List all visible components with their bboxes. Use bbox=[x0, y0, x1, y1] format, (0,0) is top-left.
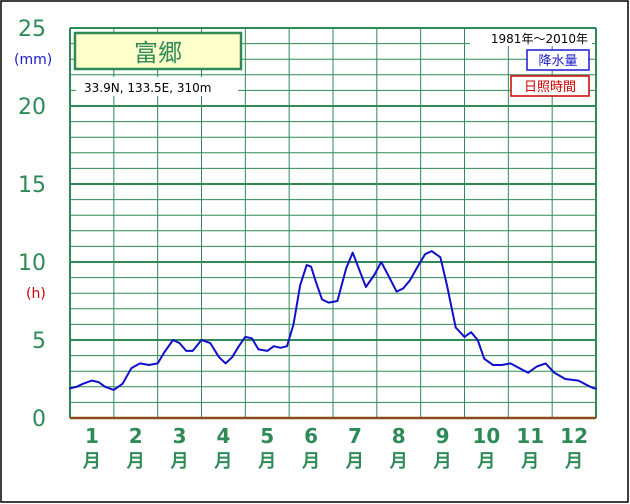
legend-sunshine-label: 日照時間 bbox=[524, 80, 576, 95]
x-tick-label: 11 bbox=[516, 424, 544, 448]
station-coords: 33.9N, 133.5E, 310m bbox=[84, 81, 211, 95]
y-tick-label: 10 bbox=[18, 251, 46, 276]
x-tick-label: 6 bbox=[304, 424, 318, 448]
unit-h-label: (h) bbox=[26, 286, 46, 302]
x-tick-suffix: 月 bbox=[389, 451, 408, 472]
y-tick-label: 15 bbox=[18, 173, 46, 198]
x-tick-labels: 1 月 2 月 3 月 4 月 5 月 6 月 7 月 8 月 9 月 10 月 11 月 12 月 bbox=[82, 424, 588, 472]
station-name-box bbox=[73, 31, 243, 71]
x-tick-suffix: 月 bbox=[257, 451, 276, 472]
x-tick-label: 3 bbox=[173, 424, 187, 448]
legend-sunshine-box bbox=[510, 75, 590, 97]
x-tick-label: 12 bbox=[560, 424, 588, 448]
legend-precip-label: 降水量 bbox=[538, 54, 577, 69]
x-tick-suffix: 月 bbox=[564, 451, 583, 472]
x-tick-label: 8 bbox=[392, 424, 406, 448]
x-tick-suffix: 月 bbox=[126, 451, 145, 472]
x-tick-label: 10 bbox=[472, 424, 500, 448]
coords-background bbox=[76, 77, 238, 96]
x-tick-label: 4 bbox=[216, 424, 230, 448]
station-name: 富郷 bbox=[134, 39, 182, 67]
unit-mm-label: (mm) bbox=[14, 52, 52, 68]
x-tick-label: 2 bbox=[129, 424, 143, 448]
x-tick-suffix: 月 bbox=[170, 451, 189, 472]
y-tick-label: 25 bbox=[18, 17, 46, 42]
x-tick-label: 1 bbox=[85, 424, 99, 448]
legend-precip-box bbox=[526, 49, 590, 71]
period-background bbox=[470, 29, 592, 46]
x-tick-suffix: 月 bbox=[301, 451, 320, 472]
x-tick-label: 5 bbox=[260, 424, 274, 448]
x-tick-suffix: 月 bbox=[476, 451, 495, 472]
y-tick-label: 0 bbox=[32, 407, 46, 432]
y-tick-labels: 0 5 10 15 20 25 bbox=[18, 17, 46, 432]
period-label: 1981年〜2010年 bbox=[491, 32, 588, 46]
x-tick-suffix: 月 bbox=[213, 451, 232, 472]
x-tick-suffix: 月 bbox=[520, 451, 539, 472]
x-tick-label: 9 bbox=[436, 424, 450, 448]
grid bbox=[69, 27, 597, 420]
y-tick-label: 20 bbox=[18, 95, 46, 120]
y-tick-label: 5 bbox=[32, 329, 46, 354]
x-tick-suffix: 月 bbox=[82, 451, 101, 472]
x-tick-label: 7 bbox=[348, 424, 362, 448]
precipitation-line bbox=[69, 250, 597, 391]
x-tick-suffix: 月 bbox=[345, 451, 364, 472]
x-tick-suffix: 月 bbox=[433, 451, 452, 472]
